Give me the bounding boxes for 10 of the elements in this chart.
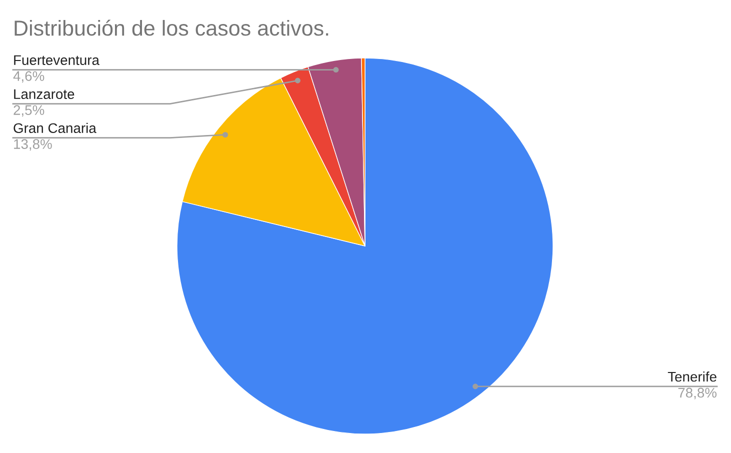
chart-title: Distribución de los casos activos.	[14, 20, 328, 36]
data-label: 2,5%	[14, 105, 44, 117]
slice-label: Fuerteventura	[14, 55, 100, 66]
slice-label: Gran Canaria	[14, 122, 96, 134]
slice-label: Tenerife	[668, 371, 716, 382]
pie-slice	[176, 58, 554, 434]
slice-label: Lanzarote	[14, 89, 74, 100]
data-label: 4,6%	[13, 71, 44, 83]
data-label: 13,8%	[14, 139, 52, 151]
data-label: 78,8%	[678, 388, 717, 400]
